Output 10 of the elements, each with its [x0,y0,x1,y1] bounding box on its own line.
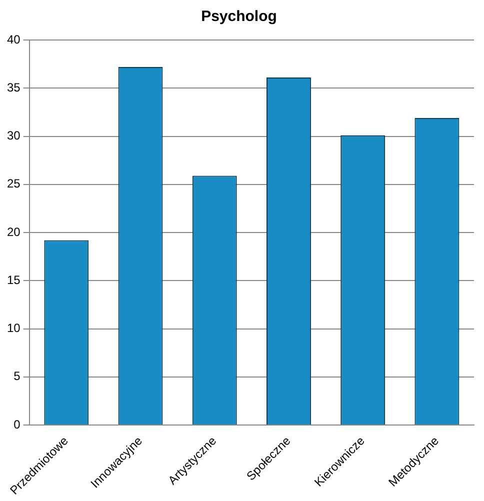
y-tick-label: 35 [6,80,21,94]
y-tick-label: 30 [6,128,21,143]
y-tick-label: 15 [6,272,21,287]
y-tick-label: 0 [14,417,21,432]
y-tick-label: 20 [6,224,21,239]
y-tick-label: 25 [6,176,21,191]
y-tick-label: 40 [6,32,21,46]
chart-title: Psycholog [201,8,277,26]
y-tick-label: 5 [14,369,21,384]
y-tick-label: 10 [6,321,21,336]
